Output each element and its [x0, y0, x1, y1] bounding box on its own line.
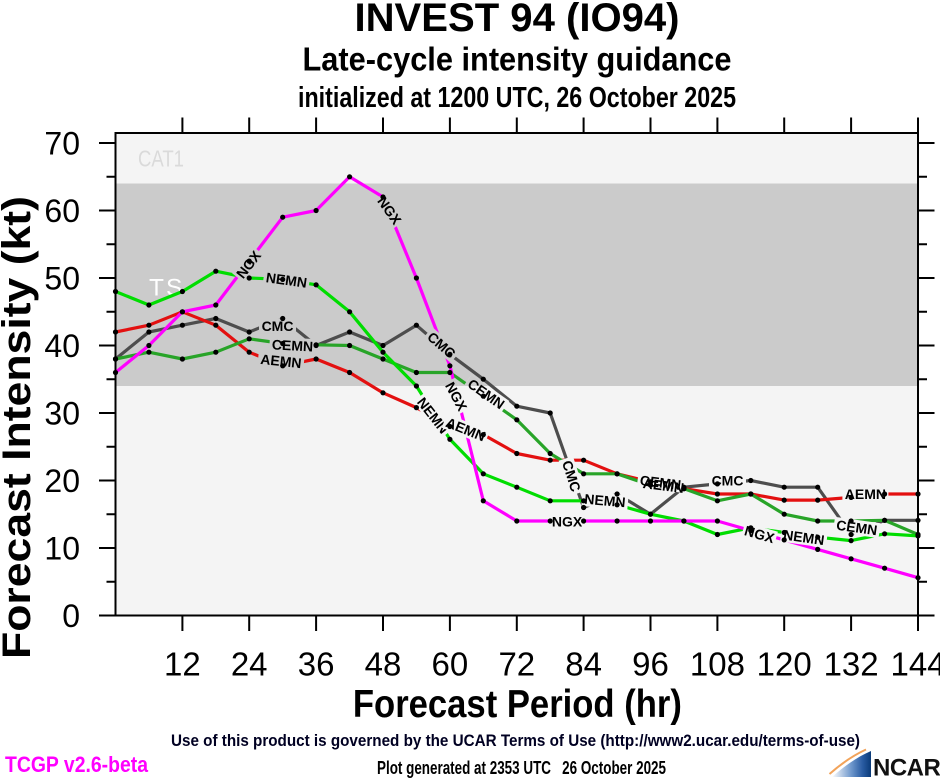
svg-text:60: 60	[44, 193, 80, 229]
svg-text:48: 48	[365, 646, 402, 683]
svg-text:96: 96	[632, 646, 669, 683]
svg-text:20: 20	[44, 463, 80, 499]
svg-text:120: 120	[757, 646, 812, 683]
svg-text:36: 36	[298, 646, 335, 683]
svg-text:10: 10	[44, 531, 80, 567]
svg-text:0: 0	[62, 598, 80, 634]
svg-text:initialized at 1200 UTC, 26 Oc: initialized at 1200 UTC, 26 October 2025	[298, 82, 736, 114]
svg-text:CMC: CMC	[262, 318, 294, 334]
svg-text:24: 24	[231, 646, 268, 683]
svg-text:CEMN: CEMN	[835, 517, 878, 539]
svg-text:Use of this product is governe: Use of this product is governed by the U…	[171, 731, 860, 750]
svg-text:TCGP v2.6-beta: TCGP v2.6-beta	[5, 752, 149, 777]
svg-text:NGX: NGX	[552, 513, 583, 529]
svg-text:60: 60	[432, 646, 469, 683]
svg-text:70: 70	[44, 126, 80, 162]
svg-text:NEMN: NEMN	[782, 527, 825, 549]
svg-text:12: 12	[164, 646, 201, 683]
svg-text:30: 30	[44, 396, 80, 432]
svg-text:CEMN: CEMN	[639, 472, 682, 493]
svg-text:INVEST 94 (IO94): INVEST 94 (IO94)	[355, 0, 680, 40]
svg-text:Plot generated at 2353 UTC 2: Plot generated at 2353 UTC 26 October 20…	[377, 758, 666, 778]
svg-text:NEMN: NEMN	[265, 269, 308, 291]
svg-text:40: 40	[44, 328, 80, 364]
svg-text:AEMN: AEMN	[260, 351, 303, 371]
svg-text:144: 144	[890, 646, 940, 683]
svg-text:CEMN: CEMN	[271, 336, 313, 354]
svg-text:Forecast Period (hr): Forecast Period (hr)	[353, 683, 682, 726]
svg-text:CAT1: CAT1	[138, 146, 184, 172]
svg-text:50: 50	[44, 261, 80, 297]
svg-text:84: 84	[565, 646, 602, 683]
svg-text:AEMN: AEMN	[642, 475, 685, 496]
svg-text:72: 72	[498, 646, 535, 683]
svg-text:108: 108	[690, 646, 745, 683]
svg-text:132: 132	[824, 646, 879, 683]
svg-text:NCAR: NCAR	[873, 755, 940, 780]
svg-text:AEMN: AEMN	[845, 486, 886, 502]
svg-text:Late-cycle intensity guidance: Late-cycle intensity guidance	[303, 41, 732, 78]
svg-text:Forecast Intensity (kt): Forecast Intensity (kt)	[0, 196, 39, 659]
